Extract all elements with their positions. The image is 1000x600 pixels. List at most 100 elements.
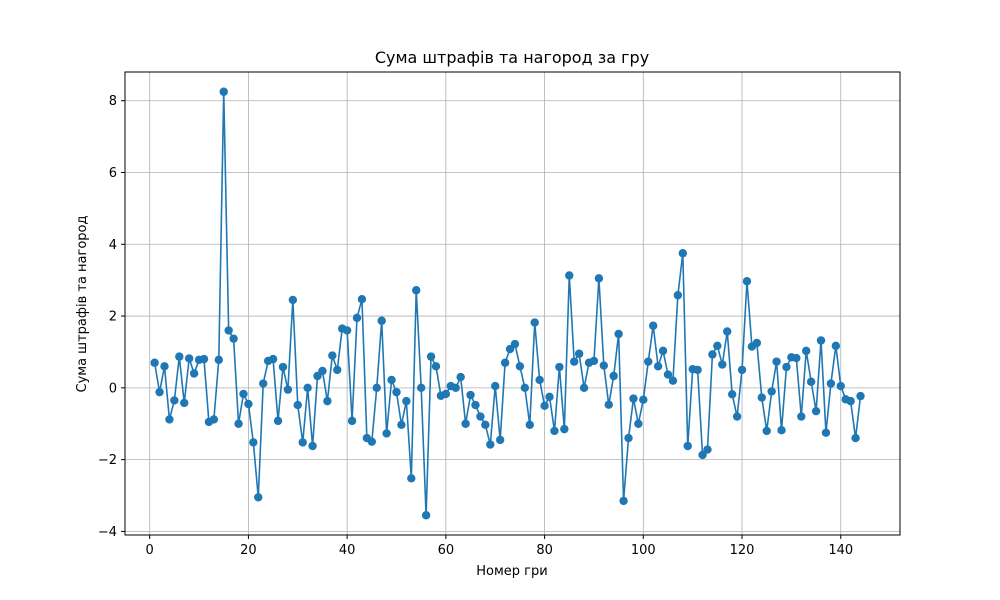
data-point (441, 389, 451, 399)
data-point (199, 354, 209, 364)
data-point (500, 358, 510, 367)
data-point (421, 511, 431, 520)
data-point (298, 438, 307, 447)
data-point (742, 277, 752, 286)
data-point (476, 412, 485, 421)
data-point (727, 390, 737, 399)
data-point (180, 398, 189, 408)
data-point (811, 406, 821, 416)
y-axis-label: Сума штрафів та нагород (75, 215, 90, 392)
data-point (293, 400, 302, 410)
data-point (387, 375, 396, 385)
data-point (599, 361, 609, 370)
x-tick-label: 140 (828, 543, 853, 558)
y-axis-ticks: −4 −2 0 2 4 6 8 (98, 94, 125, 540)
data-point (155, 387, 164, 397)
data-point (594, 274, 604, 283)
data-point (254, 493, 263, 502)
x-tick-label: 20 (240, 543, 257, 558)
data-point (456, 372, 465, 382)
data-point (609, 371, 618, 381)
data-point (510, 339, 520, 349)
data-point (259, 379, 268, 388)
data-point (150, 358, 159, 367)
y-tick-label: 6 (109, 166, 117, 181)
data-point (426, 352, 436, 361)
data-point (767, 387, 776, 396)
data-point (367, 437, 377, 446)
data-point (481, 420, 490, 430)
x-tick-label: 60 (438, 543, 455, 558)
data-point (678, 249, 687, 258)
y-tick-label: 2 (109, 310, 117, 325)
data-point (328, 351, 337, 360)
data-point (653, 362, 663, 371)
data-point (540, 401, 549, 410)
data-point (574, 349, 584, 358)
data-point (821, 428, 831, 437)
data-point (288, 295, 298, 305)
data-point (565, 271, 574, 280)
data-point (491, 381, 500, 391)
data-point (234, 419, 243, 428)
data-point (560, 424, 569, 434)
data-point (466, 390, 475, 400)
data-point (165, 415, 174, 424)
data-point (718, 360, 727, 369)
y-tick-label: −2 (98, 453, 117, 468)
x-tick-label: 0 (146, 543, 154, 558)
data-point (737, 365, 747, 375)
data-point (392, 387, 401, 397)
data-point (397, 420, 406, 430)
data-point (273, 416, 283, 426)
data-point (668, 376, 678, 385)
data-point (530, 318, 539, 327)
data-point (214, 355, 223, 365)
data-point (797, 412, 806, 421)
x-tick-label: 80 (536, 543, 553, 558)
data-point (782, 362, 791, 372)
data-point (451, 383, 460, 393)
data-point (244, 399, 253, 409)
data-point (555, 362, 564, 372)
y-tick-label: 0 (109, 381, 117, 396)
data-point (614, 329, 623, 339)
data-point (604, 400, 613, 409)
data-point (806, 377, 816, 386)
data-point (624, 433, 633, 443)
data-point (318, 366, 327, 376)
data-point (377, 316, 386, 325)
data-point (323, 396, 332, 406)
data-point (175, 352, 184, 361)
data-point (579, 383, 589, 393)
data-point (732, 412, 742, 421)
data-point (545, 392, 554, 402)
data-point (412, 286, 421, 295)
data-point (461, 419, 470, 428)
data-point (357, 294, 367, 304)
data-point (515, 362, 525, 371)
data-point (713, 341, 722, 351)
data-point (629, 394, 638, 403)
data-point (249, 438, 258, 447)
data-point (495, 435, 505, 445)
plot-frame (124, 71, 901, 536)
x-axis-label: Номер гри (476, 564, 547, 579)
data-point (836, 381, 845, 391)
data-point (486, 440, 495, 449)
data-point (352, 313, 362, 323)
data-point (826, 379, 836, 388)
data-point (525, 420, 534, 430)
data-point (471, 400, 480, 410)
data-point (170, 396, 179, 405)
data-point (347, 416, 357, 426)
data-point (416, 383, 426, 393)
data-point (372, 383, 381, 393)
x-tick-label: 40 (339, 543, 356, 558)
data-point (619, 496, 628, 506)
data-point (802, 346, 811, 356)
data-point (831, 341, 841, 351)
data-point (772, 357, 781, 366)
data-point (268, 354, 278, 364)
